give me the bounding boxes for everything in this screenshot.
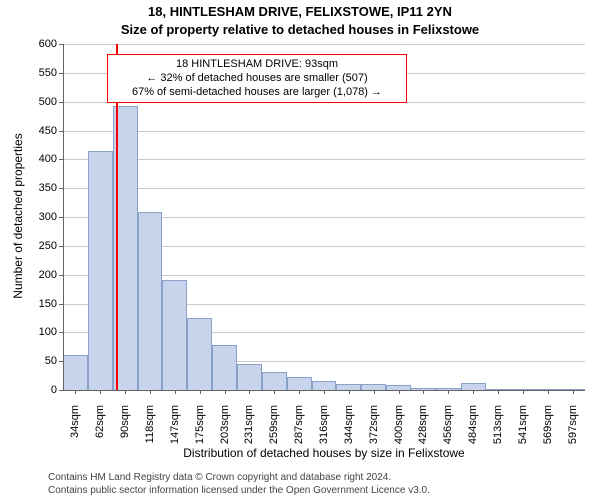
histogram-bar [187, 318, 212, 390]
ytick-label: 450 [29, 125, 57, 137]
histogram-bar [88, 151, 113, 390]
ytick-label: 100 [29, 326, 57, 338]
footer-line-2: Contains public sector information licen… [48, 485, 430, 496]
chart-title: Size of property relative to detached ho… [0, 22, 600, 37]
gridline [63, 188, 585, 189]
xtick-mark [399, 390, 400, 394]
xtick-mark [125, 390, 126, 394]
histogram-bar [212, 345, 237, 390]
xtick-mark [573, 390, 574, 394]
xtick-mark [523, 390, 524, 394]
xtick-mark [175, 390, 176, 394]
histogram-bar [312, 381, 337, 390]
gridline [63, 159, 585, 160]
annotation-line: 18 HINTLESHAM DRIVE: 93sqm [114, 58, 400, 72]
xtick-mark [299, 390, 300, 394]
xtick-mark [249, 390, 250, 394]
xtick-mark [423, 390, 424, 394]
xtick-mark [150, 390, 151, 394]
histogram-bar [237, 364, 262, 390]
ytick-label: 150 [29, 298, 57, 310]
footer-line-1: Contains HM Land Registry data © Crown c… [48, 472, 391, 483]
xtick-mark [349, 390, 350, 394]
ytick-label: 600 [29, 38, 57, 50]
annotation-line: 67% of semi-detached houses are larger (… [114, 86, 400, 100]
chart-supertitle: 18, HINTLESHAM DRIVE, FELIXSTOWE, IP11 2… [0, 4, 600, 19]
y-axis-label: Number of detached properties [11, 43, 25, 389]
ytick-label: 250 [29, 240, 57, 252]
xtick-mark [374, 390, 375, 394]
ytick-label: 500 [29, 96, 57, 108]
histogram-chart: 05010015020025030035040045050055060034sq… [63, 44, 585, 390]
gridline [63, 131, 585, 132]
histogram-bar [63, 355, 88, 390]
histogram-bar [262, 372, 287, 390]
histogram-bar [162, 280, 187, 390]
histogram-bar [138, 212, 163, 390]
ytick-label: 0 [29, 384, 57, 396]
ytick-label: 400 [29, 153, 57, 165]
xtick-mark [225, 390, 226, 394]
xtick-mark [75, 390, 76, 394]
xtick-mark [324, 390, 325, 394]
histogram-bar [461, 383, 486, 390]
xtick-mark [473, 390, 474, 394]
ytick-label: 350 [29, 182, 57, 194]
annotation-box: 18 HINTLESHAM DRIVE: 93sqm← 32% of detac… [107, 54, 407, 103]
annotation-line: ← 32% of detached houses are smaller (50… [114, 72, 400, 86]
y-axis-line [63, 44, 64, 390]
histogram-bar [287, 377, 312, 390]
ytick-label: 550 [29, 67, 57, 79]
xtick-mark [274, 390, 275, 394]
ytick-label: 300 [29, 211, 57, 223]
xtick-mark [498, 390, 499, 394]
xtick-mark [200, 390, 201, 394]
x-axis-label: Distribution of detached houses by size … [63, 446, 585, 460]
gridline [63, 44, 585, 45]
xtick-mark [100, 390, 101, 394]
ytick-label: 50 [29, 355, 57, 367]
xtick-mark [548, 390, 549, 394]
ytick-label: 200 [29, 269, 57, 281]
xtick-mark [448, 390, 449, 394]
